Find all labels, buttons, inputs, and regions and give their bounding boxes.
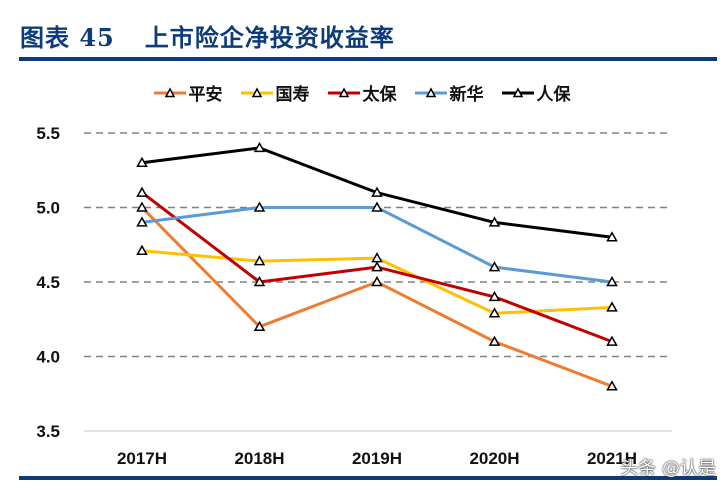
- legend-item: 太保: [327, 80, 397, 105]
- data-point-marker: [606, 275, 618, 287]
- legend-item: 国寿: [240, 80, 310, 105]
- figure-label: 图表 45: [20, 23, 115, 52]
- legend-item: 平安: [153, 80, 223, 105]
- y-tick-label: 4.5: [36, 273, 60, 292]
- data-point-marker: [253, 320, 266, 331]
- data-point-marker: [606, 335, 618, 346]
- data-point-marker: [606, 380, 618, 391]
- top-divider: [19, 57, 717, 61]
- series-line-平安: [140, 206, 613, 388]
- x-tick-label: 2021H: [587, 449, 637, 468]
- legend-label: 平安: [188, 85, 223, 105]
- data-point-marker: [253, 141, 266, 153]
- data-point-marker: [136, 186, 148, 197]
- data-point-marker: [371, 201, 383, 212]
- x-tick-label: 2017H: [117, 449, 167, 468]
- legend-label: 新华: [449, 85, 484, 105]
- data-point-marker: [606, 301, 618, 312]
- data-point-marker: [371, 261, 383, 272]
- data-point-marker: [136, 156, 148, 168]
- legend-line-marker-icon: [327, 86, 360, 97]
- x-tick-label: 2020H: [469, 449, 519, 468]
- data-point-marker: [606, 231, 618, 242]
- bottom-divider: [19, 476, 717, 480]
- data-point-marker: [136, 244, 148, 255]
- data-point-marker: [371, 186, 383, 197]
- watermark: 头条 @认是: [620, 458, 716, 479]
- figure-title: 图表 45 上市险企净投资收益率: [20, 18, 395, 53]
- data-point-marker: [253, 201, 266, 212]
- y-tick-label: 3.5: [36, 422, 60, 441]
- legend-line-marker-icon: [153, 86, 186, 97]
- y-tick-label: 5.5: [36, 124, 60, 143]
- legend-label: 太保: [362, 85, 397, 105]
- data-point-marker: [253, 275, 266, 287]
- legend-line-marker-icon: [414, 86, 447, 97]
- x-tick-label: 2019H: [352, 449, 402, 468]
- legend-item: 新华: [414, 80, 484, 105]
- data-point-marker: [136, 201, 148, 212]
- data-point-marker: [488, 307, 501, 318]
- chart-title: 上市险企净投资收益率: [144, 23, 395, 52]
- legend-label: 人保: [536, 85, 571, 105]
- data-point-marker: [253, 255, 266, 266]
- y-tick-label: 4.0: [36, 348, 60, 367]
- legend-item: 人保: [501, 80, 571, 105]
- legend-line-marker-icon: [240, 86, 273, 97]
- data-point-marker: [488, 290, 501, 302]
- legend-line-marker-icon: [501, 86, 534, 97]
- legend-label: 国寿: [275, 85, 310, 105]
- data-point-marker: [488, 216, 501, 227]
- x-tick-label: 2018H: [234, 449, 284, 468]
- data-point-marker: [488, 261, 501, 272]
- data-point-marker: [488, 335, 501, 346]
- legend: 平安 国寿 太保 新华 人保: [0, 80, 724, 105]
- data-point-marker: [136, 216, 148, 227]
- data-point-marker: [371, 275, 383, 287]
- y-tick-label: 5.0: [36, 199, 60, 218]
